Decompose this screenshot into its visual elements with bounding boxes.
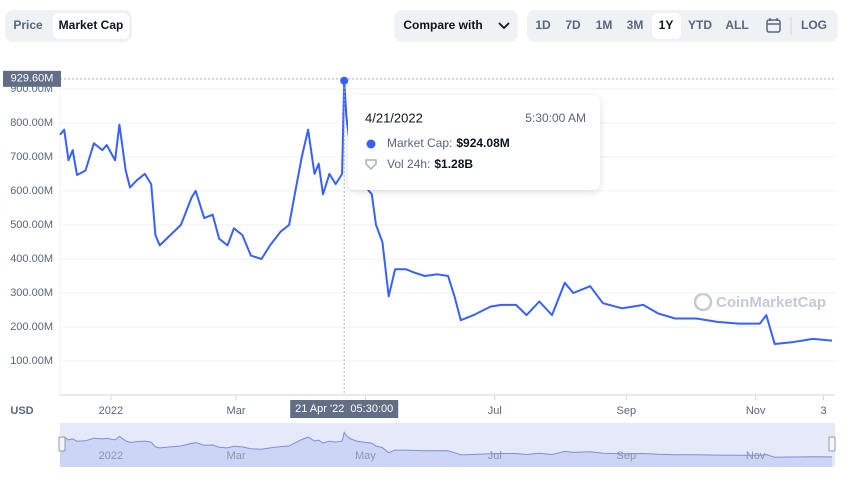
range-button[interactable]: 1Y [659,18,674,32]
y-tick-label: 700.00M [10,151,53,163]
tooltip-value: $924.08M [456,136,509,150]
x-tick-label: Sep [616,405,636,417]
range-button[interactable]: 1D [535,18,551,32]
navigator-area [60,432,832,467]
range-button[interactable]: YTD [688,18,712,32]
tooltip-label: Vol 24h: [387,157,430,171]
tab[interactable]: Price [13,18,43,32]
tab[interactable]: Market Cap [59,18,124,32]
range-button[interactable]: 3M [627,18,644,32]
y-tick-label: 800.00M [10,117,53,129]
y-tick-label: 200.00M [10,321,53,333]
tooltip-time: 5:30:00 AM [525,111,586,125]
y-tick-label: 400.00M [10,253,53,265]
watermark-text: CoinMarketCap [716,294,826,311]
navigator-label: Sep [616,450,636,462]
y-tick-label: 500.00M [10,219,53,231]
compare-label[interactable]: Compare with [403,18,482,32]
active-range [652,13,681,39]
range-group [527,10,838,42]
active-tab [53,13,129,39]
calendar-icon[interactable] [766,18,781,33]
line [59,79,833,345]
currency: USD [10,405,33,417]
tooltip-date: 4/21/2022 [365,110,423,125]
log-button[interactable]: LOG [801,18,827,32]
x-tick-label: 2022 [99,405,123,417]
x-tick-label: 3 [820,405,826,417]
navigator-handle[interactable] [58,436,66,452]
x-tick-label: Mar [227,405,246,417]
crosshair-x-label: 21 Apr '22 05:30:00 [295,403,393,415]
x-tick-label: Jul [488,405,502,417]
navigator-line [59,431,833,458]
navigator-label: May [355,450,376,462]
y-tick-label: 600.00M [10,185,53,197]
range-button[interactable]: 7D [565,18,581,32]
crosshair-x-box [290,400,399,418]
navigator-handle[interactable] [828,436,836,452]
navigator-label: Jul [488,450,502,462]
range-button[interactable]: ALL [725,18,748,32]
tooltip-value: $1.28B [434,157,473,171]
navigator-label: 2022 [99,450,123,462]
navigator-label: Nov [746,450,766,462]
y-tick-label: 100.00M [10,355,53,367]
tooltip-dot [366,139,376,149]
tooltip-vol-icon [365,159,377,171]
crosshair-y-label: 929.60M [11,73,54,85]
compare-button[interactable] [394,10,518,42]
tooltip [348,95,600,190]
hover-point [340,76,349,85]
watermark [693,292,713,312]
tooltip-label: Market Cap: [387,136,452,150]
range-button[interactable]: 1M [596,18,613,32]
chevron [498,22,510,30]
navigator-label: Mar [227,450,246,462]
crosshair-y-box [3,70,61,87]
x-tick-label: Nov [746,405,766,417]
y-tick-label: 300.00M [10,287,53,299]
